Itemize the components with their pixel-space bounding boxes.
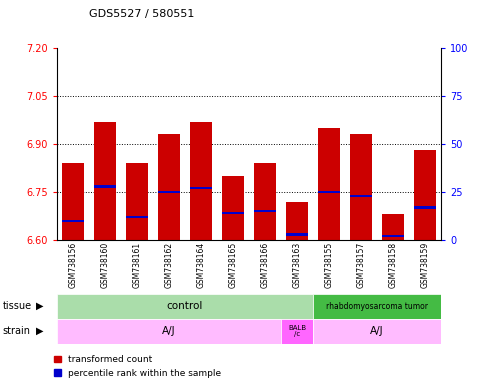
Text: ▶: ▶ [36, 301, 43, 311]
Text: strain: strain [2, 326, 31, 336]
Bar [414, 151, 436, 240]
Bar [62, 163, 84, 240]
Bar [158, 134, 180, 240]
Bar [94, 185, 116, 187]
Text: A/J: A/J [370, 326, 384, 336]
Bar [222, 212, 244, 214]
Bar [313, 319, 441, 344]
Bar [57, 319, 281, 344]
Bar [286, 233, 308, 235]
Bar [414, 206, 436, 209]
Text: BALB
/c: BALB /c [288, 325, 306, 338]
Text: ▶: ▶ [36, 326, 43, 336]
Bar [350, 134, 372, 240]
Bar [222, 176, 244, 240]
Bar [254, 163, 276, 240]
Bar [350, 195, 372, 197]
Bar [318, 128, 340, 240]
Bar [190, 122, 212, 240]
Bar [57, 294, 313, 319]
Bar [286, 202, 308, 240]
Text: GDS5527 / 580551: GDS5527 / 580551 [89, 9, 194, 19]
Bar [158, 191, 180, 193]
Text: A/J: A/J [162, 326, 176, 336]
Bar [94, 122, 116, 240]
Bar [313, 294, 441, 319]
Text: tissue: tissue [2, 301, 32, 311]
Bar [382, 214, 404, 240]
Text: rhabdomyosarcoma tumor: rhabdomyosarcoma tumor [326, 302, 428, 311]
Bar [281, 319, 313, 344]
Bar [382, 235, 404, 237]
Bar [190, 187, 212, 189]
Bar [254, 210, 276, 212]
Bar [62, 220, 84, 222]
Legend: transformed count, percentile rank within the sample: transformed count, percentile rank withi… [54, 355, 221, 377]
Bar [126, 216, 148, 218]
Bar [318, 191, 340, 193]
Text: control: control [167, 301, 203, 311]
Bar [126, 163, 148, 240]
